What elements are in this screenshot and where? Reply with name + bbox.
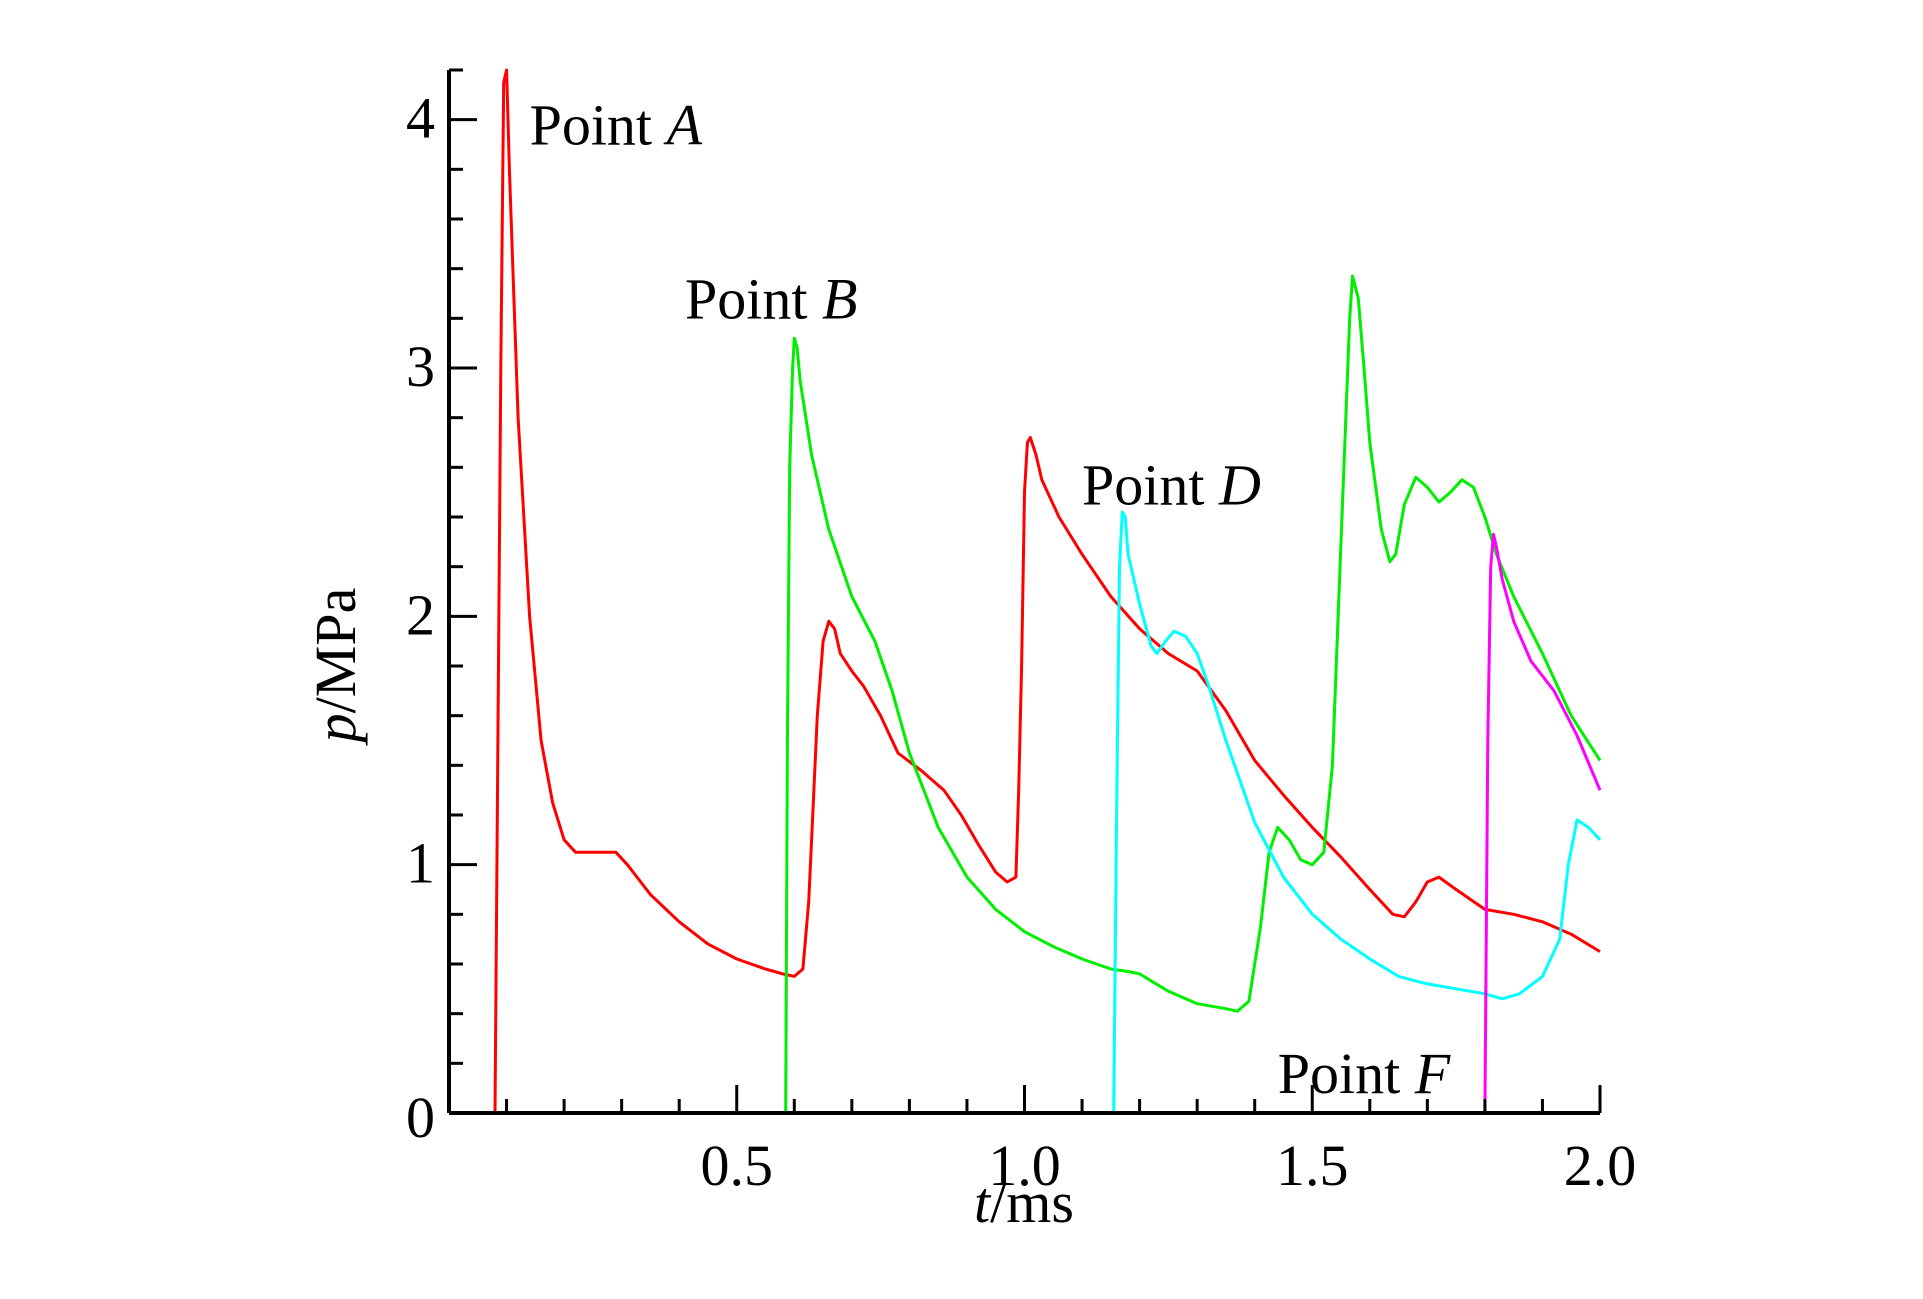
x-ticks: 0.5 1.0 1.5 2.0	[505, 1085, 1637, 1198]
x-tick-label: 0.5	[701, 1133, 774, 1198]
series-line-2	[784, 274, 1602, 1114]
point-label-b: Point B	[685, 266, 857, 331]
point-label-d: Point D	[1082, 453, 1261, 518]
series-line-4	[1483, 532, 1602, 1114]
y-tick-label: 0	[406, 1085, 435, 1150]
y-tick-label: 2	[406, 582, 435, 647]
axes-layer: 0.5 1.0 1.5 2.0 0 1 2 3 4	[406, 68, 1637, 1198]
series-layer	[493, 68, 1602, 1114]
x-axis-title: t/ms	[974, 1170, 1074, 1235]
series-line-1	[493, 68, 1601, 1114]
y-tick-label: 3	[406, 334, 435, 399]
y-tick-label: 1	[406, 831, 435, 896]
annotations: Point A Point B Point D Point F	[530, 93, 1451, 1107]
x-tick-label: 2.0	[1564, 1133, 1637, 1198]
y-axis-title: p/MPa	[303, 588, 368, 747]
x-tick-label: 1.5	[1276, 1133, 1349, 1198]
x-tick-label: 1.0	[988, 1133, 1061, 1198]
point-label-f: Point F	[1278, 1041, 1451, 1106]
y-tick-label: 4	[406, 86, 435, 151]
series-line-3	[1112, 510, 1602, 1114]
point-label-a: Point A	[530, 93, 703, 158]
y-ticks: 0 1 2 3 4	[406, 68, 477, 1150]
